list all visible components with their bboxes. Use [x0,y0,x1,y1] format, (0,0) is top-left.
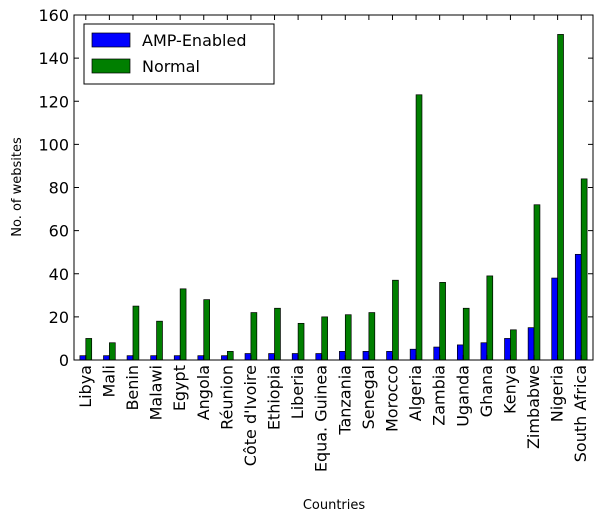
x-tick-label-9: Liberia [288,365,307,419]
bar-amp-enabled-8 [268,353,275,361]
bar-normal-2 [132,305,140,361]
bar-normal-15 [439,282,446,361]
bar-amp-enabled-4 [173,355,181,361]
x-tick-label-10: Equa. Guinea [312,365,331,472]
x-tick-label-13: Morocco [382,365,401,432]
bar-amp-enabled-5 [197,355,205,361]
y-tick-label-6: 120 [38,92,69,111]
bar-normal-16 [462,307,470,361]
y-tick-label-1: 20 [49,308,69,327]
bar-normal-4 [179,288,187,361]
x-tick-label-18: Kenya [500,365,519,414]
bar-amp-enabled-0 [79,355,87,361]
bar-amp-enabled-3 [150,355,157,361]
bar-amp-enabled-6 [221,355,228,361]
bar-normal-5 [203,299,211,361]
x-tick-label-7: Côte d'Ivoire [241,365,260,466]
x-tick-label-11: Tanzania [335,365,354,436]
bar-amp-enabled-21 [574,253,582,361]
legend-swatch-1 [91,58,131,74]
x-tick-label-6: Réunion [217,365,236,430]
y-axis-title: No. of websites [10,137,25,237]
bar-normal-7 [250,312,258,361]
legend-box [83,23,275,85]
x-tick-label-0: Libya [76,365,95,408]
bar-normal-8 [274,307,281,361]
bar-amp-enabled-13 [386,351,393,361]
bar-amp-enabled-16 [457,344,464,361]
bar-amp-enabled-2 [126,355,134,361]
x-axis: Libya Mali Benin Malawi Egypt Angola Réunion Cô… [76,15,590,472]
x-tick-label-4: Egypt [170,365,189,411]
x-tick-label-1: Mali [99,365,118,398]
bar-amp-enabled-17 [480,342,488,361]
bar-normal-6 [226,351,234,361]
bar-amp-enabled-7 [244,353,252,361]
x-tick-label-2: Benin [123,365,142,411]
bar-normal-20 [557,34,564,361]
x-tick-label-12: Senegal [359,365,378,429]
bar-normal-13 [392,279,399,361]
y-tick-label-4: 80 [49,179,69,198]
bar-normal-3 [156,320,163,361]
bar-amp-enabled-15 [433,346,441,361]
bar-amp-enabled-11 [339,351,346,361]
y-tick-label-3: 60 [49,222,69,241]
bar-normal-21 [580,178,588,361]
x-axis-title: Countries [303,498,366,513]
y-tick-label-8: 160 [38,6,69,25]
bar-amp-enabled-9 [291,353,299,361]
x-tick-label-19: Zimbabwe [524,365,543,449]
bar-normal-0 [85,338,93,361]
bar-normal-9 [297,322,305,361]
bar-normal-14 [415,94,423,361]
bar-normal-18 [510,329,517,361]
x-tick-label-17: Ghana [477,365,496,417]
y-axis: 0 20 40 60 80 100 120 140 160 [38,6,593,370]
x-tick-label-3: Malawi [147,365,166,420]
x-tick-label-5: Angola [194,365,213,420]
bar-normal-10 [321,316,328,361]
legend-label-0: AMP-Enabled [142,31,246,50]
y-tick-label-5: 100 [38,135,69,154]
bar-normal-11 [344,314,352,361]
x-tick-label-20: Nigeria [548,365,567,422]
bar-amp-enabled-10 [315,353,323,361]
x-tick-label-16: Uganda [453,365,472,427]
x-tick-label-21: South Africa [571,365,590,462]
y-tick-label-0: 0 [59,351,69,370]
bar-amp-enabled-12 [362,351,370,361]
bar-amp-enabled-1 [103,355,110,361]
x-tick-label-15: Zambia [430,365,449,426]
bar-normal-17 [486,275,494,361]
bar-normal-12 [368,312,376,361]
bar-normal-1 [109,342,116,361]
bar-normal-19 [533,204,541,361]
bars-group [79,34,588,361]
legend: AMP-Enabled Normal [83,23,275,85]
bar-amp-enabled-20 [551,277,558,361]
legend-label-1: Normal [142,57,200,76]
x-tick-label-8: Ethiopia [265,365,284,430]
y-tick-label-2: 40 [49,265,69,284]
y-tick-label-7: 140 [38,49,69,68]
x-tick-label-14: Algeria [406,365,425,421]
bar-amp-enabled-14 [409,348,417,361]
bar-amp-enabled-18 [504,338,511,361]
legend-swatch-0 [91,32,131,48]
bar-amp-enabled-19 [527,327,535,361]
